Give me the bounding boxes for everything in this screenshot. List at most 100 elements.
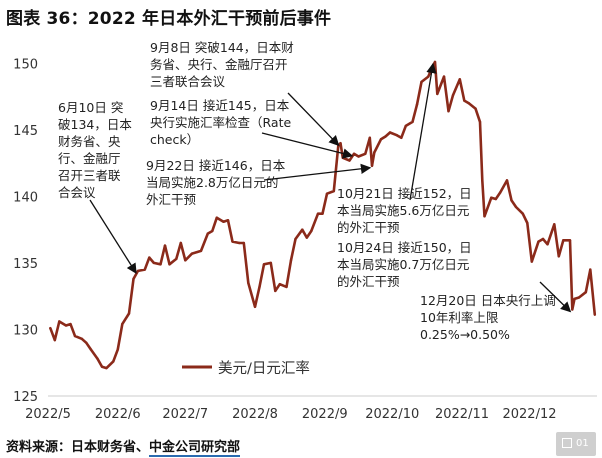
data-point: [215, 216, 218, 219]
data-point: [364, 152, 367, 155]
data-point: [370, 164, 374, 167]
data-point: [80, 337, 84, 340]
data-point: [420, 80, 423, 84]
data-point: [352, 152, 356, 155]
y-tick-label: 140: [13, 190, 38, 205]
x-tick-label: 2022/8: [232, 407, 278, 422]
annotation-text: 的外汇干预: [337, 274, 400, 289]
data-point: [159, 263, 162, 266]
data-point: [357, 155, 360, 158]
data-point: [332, 189, 335, 193]
data-point: [321, 212, 324, 215]
annotation-text: 当局实施2.8万亿日元的: [146, 175, 278, 190]
data-point: [285, 285, 288, 289]
data-point: [58, 320, 61, 323]
data-point: [305, 236, 308, 239]
annotation-text: 召开三者联: [58, 168, 121, 183]
data-point: [400, 136, 403, 139]
data-point: [463, 99, 466, 102]
data-point: [442, 75, 446, 78]
data-point: [458, 78, 461, 81]
data-point: [499, 191, 502, 194]
data-point: [278, 283, 281, 286]
data-point: [584, 291, 587, 294]
data-point: [127, 312, 131, 315]
data-point: [96, 357, 99, 360]
data-point: [316, 212, 320, 215]
data-point: [310, 229, 313, 233]
annotation-arrow: [89, 199, 137, 275]
data-point: [411, 120, 414, 124]
annotation-arrow: [409, 62, 437, 201]
source-prefix: 资料来源：日本财务省、: [6, 440, 150, 455]
data-point: [589, 268, 592, 271]
data-point: [132, 277, 135, 281]
data-point: [474, 107, 477, 110]
data-point: [175, 257, 178, 261]
x-tick-label: 2022/12: [502, 407, 556, 422]
annotation-text: 本当局实施0.7万亿日元: [337, 257, 469, 272]
page-badge: 01: [556, 432, 596, 456]
annotation-text: check）: [150, 132, 199, 147]
annotation-text: 外汇干预: [146, 192, 196, 207]
data-point: [395, 134, 398, 137]
data-point: [379, 138, 383, 141]
data-point: [247, 281, 250, 285]
data-point: [206, 232, 209, 235]
x-tick-label: 2022/7: [162, 407, 208, 422]
data-point: [301, 228, 304, 231]
data-point: [436, 92, 439, 96]
data-point: [143, 268, 146, 271]
y-tick-label: 150: [13, 57, 38, 72]
annotation-arrow: [261, 132, 354, 159]
annotation-text: 0.25%→0.50%: [420, 327, 510, 342]
y-tick-label: 135: [13, 257, 38, 272]
data-point: [593, 313, 596, 316]
data-point: [152, 261, 155, 265]
annotation-arrow: [263, 163, 372, 181]
data-point: [373, 151, 376, 154]
annotation-text: 破134，日本: [58, 117, 132, 132]
data-point: [262, 263, 266, 266]
data-point: [481, 179, 484, 182]
source-note: 资料来源：日本财务省、中金公司研究部: [6, 436, 241, 457]
annotation-text: 10年利率上限: [420, 310, 499, 325]
data-point: [447, 110, 450, 113]
data-point: [537, 240, 540, 243]
y-tick-label: 125: [13, 390, 38, 405]
annotation-text: 本当局实施5.6万亿日元: [337, 203, 469, 218]
x-tick-label: 2022/6: [95, 407, 141, 422]
data-point: [478, 120, 482, 124]
data-point: [226, 219, 230, 222]
data-point: [238, 241, 241, 245]
page-icon: [562, 438, 572, 448]
annotation-text: 财务省、央: [58, 134, 121, 149]
annotation-text: 10月21日 接近152，日: [337, 186, 472, 201]
data-point: [195, 251, 198, 254]
series-line: [49, 60, 597, 370]
source-brand: 中金公司研究部: [149, 440, 241, 457]
data-point: [121, 322, 124, 326]
data-point: [253, 305, 257, 308]
data-point: [274, 289, 277, 293]
annotation-text: 12月20日 日本央行上调: [420, 293, 556, 308]
data-point: [562, 239, 565, 242]
data-point: [541, 237, 545, 241]
page-number: 01: [576, 438, 589, 449]
data-point: [100, 365, 104, 368]
data-point: [483, 215, 486, 218]
x-tick-label: 2022/11: [435, 407, 489, 422]
data-point: [148, 256, 151, 259]
data-point: [368, 136, 371, 139]
data-point: [494, 197, 497, 201]
data-point: [53, 338, 56, 342]
annotation-text: 央行实施汇率检查（Rate: [150, 115, 291, 130]
annotation-text: 9月22日 接近146，日本: [146, 158, 286, 173]
x-tick-label: 2022/9: [302, 407, 348, 422]
data-point: [105, 366, 108, 370]
data-point: [211, 229, 214, 233]
data-point: [521, 212, 524, 215]
data-point: [490, 196, 493, 199]
data-point: [577, 296, 581, 299]
data-point: [384, 135, 387, 138]
